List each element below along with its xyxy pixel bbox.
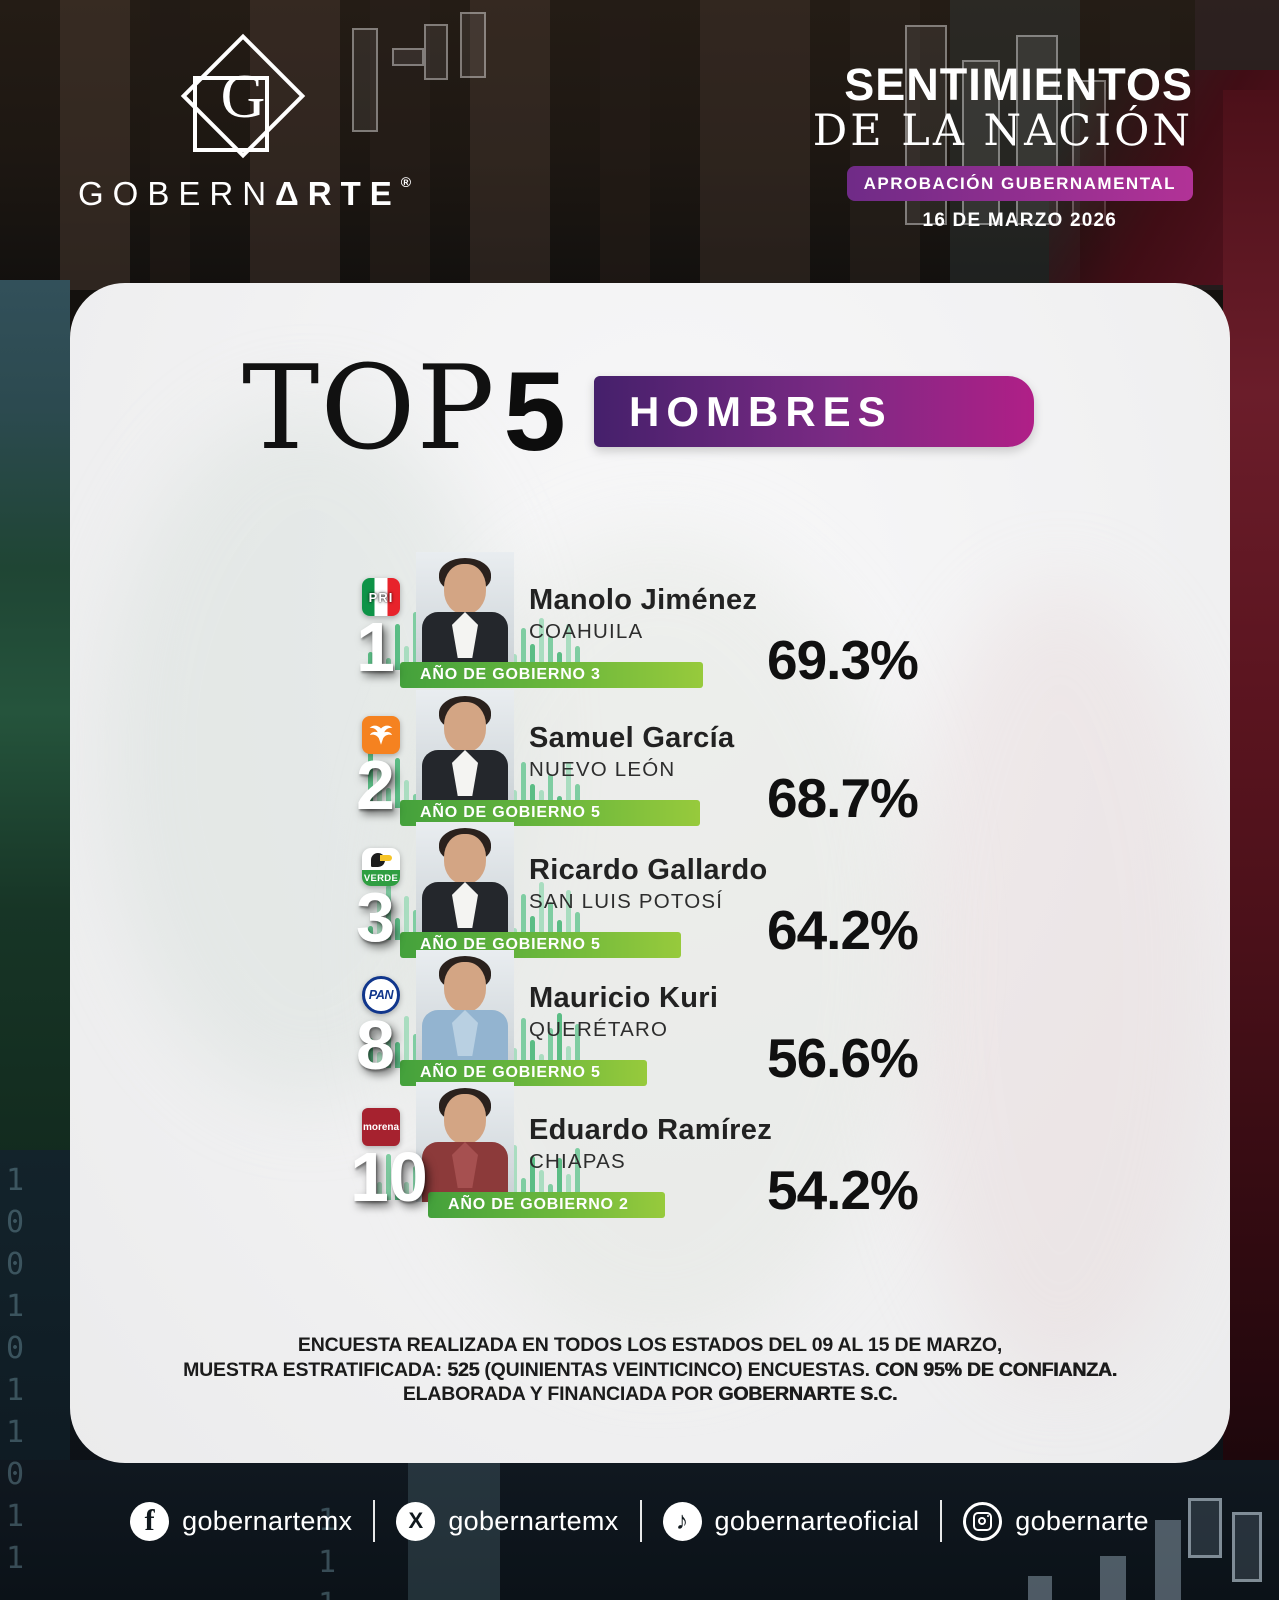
governor-photo [416,950,514,1070]
social-bar: f gobernartemx X gobernartemx ♪ gobernar… [0,1496,1279,1546]
social-handle: gobernartemx [448,1505,619,1536]
watermark-blob [900,583,1220,1383]
governor-name: Eduardo Ramírez [529,1114,772,1146]
chart-bar-decoration [1100,1556,1126,1600]
term-year-bar: AÑO DE GOBIERNO 3 [400,662,703,688]
governor-state: SAN LUIS POTOSÍ [529,890,724,914]
methodology-footnote: ENCUESTA REALIZADA EN TODOS LOS ESTADOS … [183,1334,1117,1405]
social-x[interactable]: X gobernartemx [396,1501,619,1541]
governor-state: NUEVO LEÓN [529,758,676,782]
ranking-card: TOP 5 HOMBRES PRI 1 Manolo Jiménez COAHUI… [70,283,1230,1463]
ranking-row: 2 Samuel García NUEVO LEÓN AÑO DE GOBIERN… [70,690,1230,845]
governor-photo [416,552,514,672]
chart-bar-decoration [1028,1576,1052,1600]
flag-green-edge [0,280,70,1180]
ranking-row: PAN 8 Mauricio Kuri QUERÉTARO AÑO DE GOBI… [70,950,1230,1105]
chart-bar-decoration [1188,1498,1222,1558]
term-year-bar: AÑO DE GOBIERNO 2 [428,1192,665,1218]
x-icon: X [396,1501,436,1541]
survey-date: 16 DE MARZO 2026 [922,210,1118,232]
logo-square-outline [193,76,269,152]
category-banner: HOMBRES [594,376,1034,447]
facebook-icon: f [130,1501,170,1541]
governor-name: Mauricio Kuri [529,982,719,1014]
approval-percentage: 69.3% [767,629,919,691]
social-tiktok[interactable]: ♪ gobernarteoficial [662,1501,920,1541]
masthead-title-line1: SENTIMIENTOS [844,59,1193,110]
social-handle: gobernarteoficial [714,1505,920,1536]
governor-name: Manolo Jiménez [529,584,758,616]
tiktok-icon: ♪ [662,1501,702,1541]
term-year-bar: AÑO DE GOBIERNO 5 [400,1060,647,1086]
chart-bar-decoration [1155,1520,1181,1600]
divider [639,1500,642,1542]
masthead-title-line2: DE LA NACIÓN [812,106,1193,156]
rank-number: 1 [356,608,395,686]
governor-photo [416,822,514,942]
ranking-row: VERDE 3 Ricardo Gallardo SAN LUIS POTOSÍ … [70,822,1230,977]
rank-number: 10 [350,1138,428,1216]
social-facebook[interactable]: f gobernartemx [130,1501,353,1541]
party-logo-mc-icon [362,716,400,754]
governor-name: Samuel García [529,722,735,754]
triangle-a-glyph: Δ [275,175,308,212]
party-logo-pri-icon: PRI [362,578,400,616]
approval-percentage: 64.2% [767,899,919,961]
social-handle: gobernartemx [182,1505,353,1536]
divider [373,1500,376,1542]
masthead: SENTIMIENTOS DE LA NACIÓN APROBACIÓN GUB… [813,62,1193,232]
approval-percentage: 54.2% [767,1159,919,1221]
ranking-row: morena 10 Eduardo Ramírez CHIAPAS AÑO DE … [70,1082,1230,1237]
approval-percentage: 56.6% [767,1027,919,1089]
binary-digits-decoration: 1 0 0 1 0 1 1 0 1 1 [6,1163,25,1576]
governor-photo [416,690,514,810]
approval-percentage: 68.7% [767,767,919,829]
background-bottom-band [0,1460,1279,1600]
governor-state: COAHUILA [529,620,644,644]
governor-photo [416,1082,514,1202]
ranking-row: PRI 1 Manolo Jiménez COAHUILA AÑO DE GOBI… [70,552,1230,707]
brand-wordmark: GOBERNΔRTE® [78,174,412,212]
term-year-bar: AÑO DE GOBIERNO 5 [400,800,700,826]
gobernarte-mark-icon: G [163,30,323,170]
mc-eagle-glyph [369,725,393,745]
top-label: TOP [242,341,496,476]
flag-red-edge [1223,90,1279,1470]
rank-number: 8 [356,1006,395,1084]
social-instagram[interactable]: gobernarte [963,1501,1149,1541]
chart-bar-decoration [1232,1512,1262,1582]
brand-logo: G GOBERNΔRTE® [78,30,412,213]
logo-letter: G [220,63,266,131]
divider [940,1500,943,1542]
toucan-glyph [371,853,392,867]
rank-number: 2 [356,746,395,824]
social-handle: gobernarte [1015,1505,1149,1536]
party-logo-morena-icon: morena [362,1108,400,1146]
registered-mark: ® [400,174,412,190]
rank-number: 3 [356,878,395,956]
party-logo-verde-icon: VERDE [362,848,400,886]
governor-state: QUERÉTARO [529,1018,669,1042]
party-logo-pan-icon: PAN [362,976,400,1014]
governor-name: Ricardo Gallardo [529,854,768,886]
instagram-icon [963,1501,1003,1541]
binary-digits-decoration: 1 1 1 [318,1503,337,1600]
approval-badge: APROBACIÓN GUBERNAMENTAL [846,166,1193,202]
card-title: TOP 5 [242,341,566,476]
top-number: 5 [503,348,566,474]
governor-state: CHIAPAS [529,1150,626,1174]
